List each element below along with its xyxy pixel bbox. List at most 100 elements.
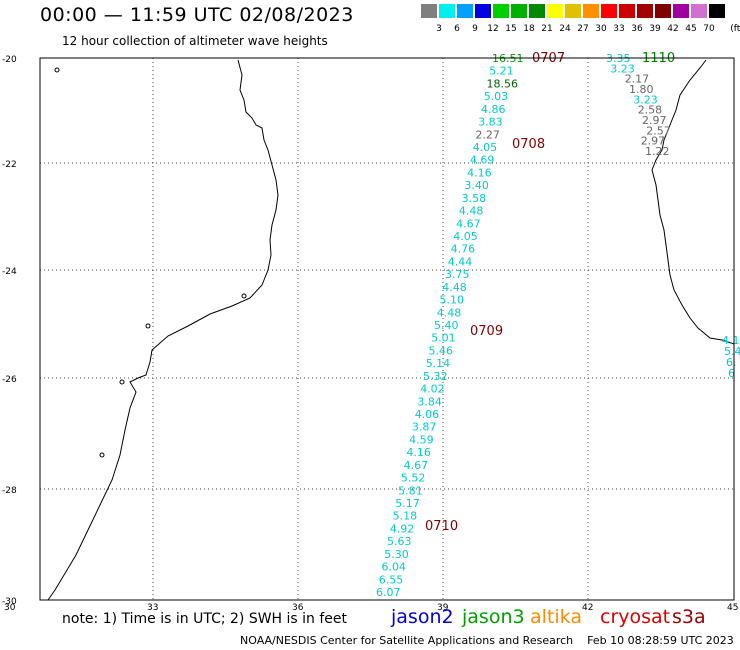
swh-value: 5.03 <box>484 90 509 103</box>
latitude-label: -30 <box>2 597 17 607</box>
lat-lon-grid <box>40 58 734 600</box>
latitude-label: -20 <box>2 55 17 65</box>
swh-value: 3.75 <box>445 268 470 281</box>
latitude-label: -22 <box>2 160 17 170</box>
swh-value: 4.16 <box>467 166 492 179</box>
swh-value: 4.69 <box>470 154 495 167</box>
swh-value: 4.67 <box>404 459 429 472</box>
swh-value: 3.83 <box>478 116 503 129</box>
swh-value: 2.17 <box>625 73 650 86</box>
satellite-cryosat: cryosat <box>600 606 671 628</box>
swh-value: 4.67 <box>456 217 481 230</box>
swh-value: 5.63 <box>387 535 412 548</box>
scale-swatch <box>529 4 545 18</box>
pass-time-label: 0709 <box>470 324 503 339</box>
map-title: 00:00 — 11:59 UTC 02/08/2023 <box>40 4 354 26</box>
scale-label: 6 <box>454 24 460 34</box>
swh-value: 4.06 <box>415 408 440 421</box>
credit-line: NOAA/NESDIS Center for Satellite Applica… <box>240 634 734 647</box>
swh-value: 1.22 <box>645 145 670 158</box>
island <box>99 452 105 458</box>
scale-swatch <box>565 4 581 18</box>
satellite-jason2: jason2 <box>391 606 454 628</box>
scale-swatch <box>439 4 455 18</box>
swh-value: 2.97 <box>641 135 666 148</box>
swh-value: 1.80 <box>629 83 654 96</box>
swh-value: 4.76 <box>451 243 476 256</box>
scale-label: 33 <box>613 24 625 34</box>
swh-value: 3.84 <box>417 395 442 408</box>
swh-value: 6. <box>726 356 737 369</box>
swh-value: 18.56 <box>487 77 519 90</box>
swh-value: 5.46 <box>429 344 454 357</box>
island <box>145 323 151 329</box>
swh-value: 5.21 <box>489 65 514 78</box>
swh-value: 4.92 <box>390 522 415 535</box>
swh-value: 5.52 <box>401 472 426 485</box>
swh-value: 2.57 <box>646 124 671 137</box>
longitude-label: 45 <box>727 603 739 613</box>
scale-swatch <box>709 4 725 18</box>
swh-value: 2.97 <box>642 114 667 127</box>
swh-value: 4.48 <box>459 205 484 218</box>
swh-value: 4.16 <box>406 446 431 459</box>
swh-value: 4.48 <box>442 281 467 294</box>
swh-value: 4.44 <box>448 255 473 268</box>
swh-value: 5.01 <box>431 332 456 345</box>
swh-value: 6.07 <box>376 586 401 599</box>
longitude-label: 30 <box>4 603 16 613</box>
scale-label: 42 <box>667 24 679 34</box>
scale-label: 9 <box>472 24 478 34</box>
pass-time-label: 0708 <box>512 137 545 152</box>
scale-label: 39 <box>649 24 661 34</box>
swh-value: 3.23 <box>633 93 658 106</box>
altimeter-tracks: 16.515.2118.565.034.863.832.274.054.694.… <box>376 51 740 599</box>
swh-value: 3.58 <box>462 192 487 205</box>
scale-label: 45 <box>685 24 697 34</box>
mozambique-coastline <box>47 59 279 601</box>
scale-label: 70 <box>703 24 715 34</box>
scale-swatch <box>421 4 437 18</box>
scale-swatch <box>637 4 653 18</box>
swh-value: 5.40 <box>434 319 459 332</box>
scale-swatch <box>475 4 491 18</box>
swh-value: 6.55 <box>379 573 404 586</box>
longitude-label: 39 <box>437 603 449 613</box>
swh-value: 5.14 <box>426 357 451 370</box>
coastline <box>47 59 735 601</box>
swh-value: 5.32 <box>423 370 448 383</box>
swh-value: 4.05 <box>473 141 498 154</box>
swh-value: 5.81 <box>398 484 423 497</box>
scale-swatch <box>511 4 527 18</box>
latitude-label: -26 <box>2 375 17 385</box>
latitude-label: -28 <box>2 486 17 496</box>
scale-swatch <box>583 4 599 18</box>
swh-value: 5.17 <box>395 497 420 510</box>
swh-value: 3.87 <box>412 421 437 434</box>
swh-value: 4.48 <box>437 306 462 319</box>
scale-label: 27 <box>577 24 589 34</box>
map-subtitle: 12 hour collection of altimeter wave hei… <box>62 34 328 48</box>
scale-label: 3 <box>436 24 442 34</box>
scale-swatch <box>691 4 707 18</box>
scale-label: 24 <box>559 24 571 34</box>
satellite-s3a: s3a <box>672 606 706 628</box>
scale-swatch <box>619 4 635 18</box>
satellite-altika: altika <box>530 606 582 628</box>
swh-value: 4.02 <box>420 383 445 396</box>
island <box>54 67 60 73</box>
swh-value: 5.18 <box>393 510 418 523</box>
scale-swatch <box>457 4 473 18</box>
scale-swatch <box>493 4 509 18</box>
scale-unit: (ft) <box>730 24 740 34</box>
scale-swatch <box>655 4 671 18</box>
island <box>241 293 247 299</box>
legend-note: note: 1) Time is in UTC; 2) SWH is in fe… <box>62 611 348 627</box>
swh-value: 5.30 <box>384 548 409 561</box>
latitude-label: -24 <box>2 267 17 277</box>
madagascar-coastline <box>651 59 735 345</box>
swh-value: 6 <box>728 367 735 380</box>
longitude-label: 33 <box>147 603 159 613</box>
swh-value: 5.4 <box>724 345 740 358</box>
swh-value: 6.04 <box>382 561 407 574</box>
